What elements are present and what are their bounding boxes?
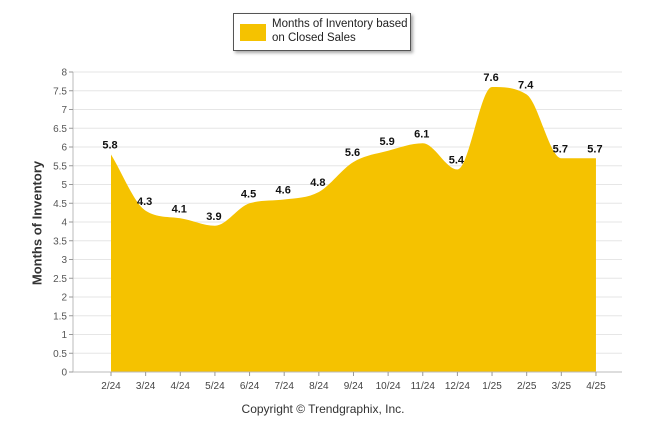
data-label: 5.9 — [379, 136, 394, 148]
axes — [69, 71, 622, 376]
area-fill[interactable] — [111, 87, 596, 372]
y-tick-label: 6.5 — [53, 124, 67, 135]
y-tick-label: 5.5 — [53, 161, 67, 172]
y-tick-label: 4 — [61, 218, 67, 229]
y-tick-label: 5 — [61, 180, 67, 191]
data-label: 7.4 — [518, 80, 534, 92]
x-tick-label: 3/24 — [136, 381, 156, 392]
y-tick-label: 0.5 — [53, 349, 67, 360]
data-label: 5.6 — [345, 147, 360, 159]
y-tick-label: 4.5 — [53, 199, 67, 210]
y-tick-label: 6 — [61, 143, 67, 154]
x-tick-labels: 2/24 3/24 4/24 5/24 6/24 7/24 8/24 9/24 10/24 11/… — [101, 381, 606, 392]
data-label: 6.1 — [414, 128, 429, 140]
legend-label: Months of Inventory based on Closed Sale… — [272, 18, 408, 44]
x-tick-label: 8/24 — [309, 381, 329, 392]
data-label: 4.6 — [276, 185, 291, 197]
y-tick-label: 3 — [61, 255, 67, 266]
y-tick-label: 7.5 — [53, 86, 67, 97]
data-label: 5.7 — [587, 143, 602, 155]
x-tick-label: 9/24 — [344, 381, 364, 392]
x-tick-label: 1/25 — [482, 381, 502, 392]
data-label: 5.8 — [102, 140, 117, 152]
data-label: 4.8 — [310, 177, 325, 189]
y-axis-title: Months of Inventory — [29, 160, 45, 286]
x-tick-label: 11/24 — [411, 381, 436, 392]
data-labels: 5.8 4.3 4.1 3.9 4.5 4.6 4.8 5.6 5.9 6.1 5.4 7.6 7.4 5… — [102, 72, 602, 223]
copyright-text: Copyright © Trendgraphix, Inc. — [241, 402, 405, 416]
y-tick-label: 3.5 — [53, 236, 67, 247]
y-tick-label: 1 — [61, 330, 67, 341]
data-label: 4.1 — [172, 203, 187, 215]
y-tick-label: 8 — [61, 68, 67, 79]
data-label: 4.5 — [241, 188, 256, 200]
y-tick-label: 0 — [61, 368, 67, 379]
x-tick-label: 2/25 — [517, 381, 537, 392]
x-tick-label: 4/24 — [171, 381, 191, 392]
legend-swatch — [240, 24, 266, 41]
data-label: 5.7 — [553, 143, 568, 155]
y-tick-labels: 0 0.5 1 1.5 2 2.5 3 3.5 4 4.5 5 5.5 6 6.5 7 7.5 8 — [53, 68, 67, 379]
x-tick-label: 12/24 — [445, 381, 470, 392]
data-label: 5.4 — [449, 155, 465, 167]
y-tick-label: 1.5 — [53, 311, 67, 322]
x-tick-label: 10/24 — [376, 381, 401, 392]
y-tick-label: 2.5 — [53, 274, 67, 285]
data-label: 4.3 — [137, 196, 152, 208]
y-tick-label: 2 — [61, 293, 67, 304]
data-label: 3.9 — [206, 211, 221, 223]
area-series — [111, 87, 596, 372]
x-tick-label: 3/25 — [552, 381, 572, 392]
y-tick-label: 7 — [61, 105, 67, 116]
x-tick-label: 2/24 — [101, 381, 121, 392]
x-tick-label: 5/24 — [205, 381, 225, 392]
x-tick-label: 6/24 — [240, 381, 260, 392]
chart-legend[interactable]: Months of Inventory based on Closed Sale… — [233, 13, 411, 51]
x-tick-label: 4/25 — [586, 381, 606, 392]
x-tick-label: 7/24 — [274, 381, 294, 392]
data-label: 7.6 — [483, 72, 498, 84]
